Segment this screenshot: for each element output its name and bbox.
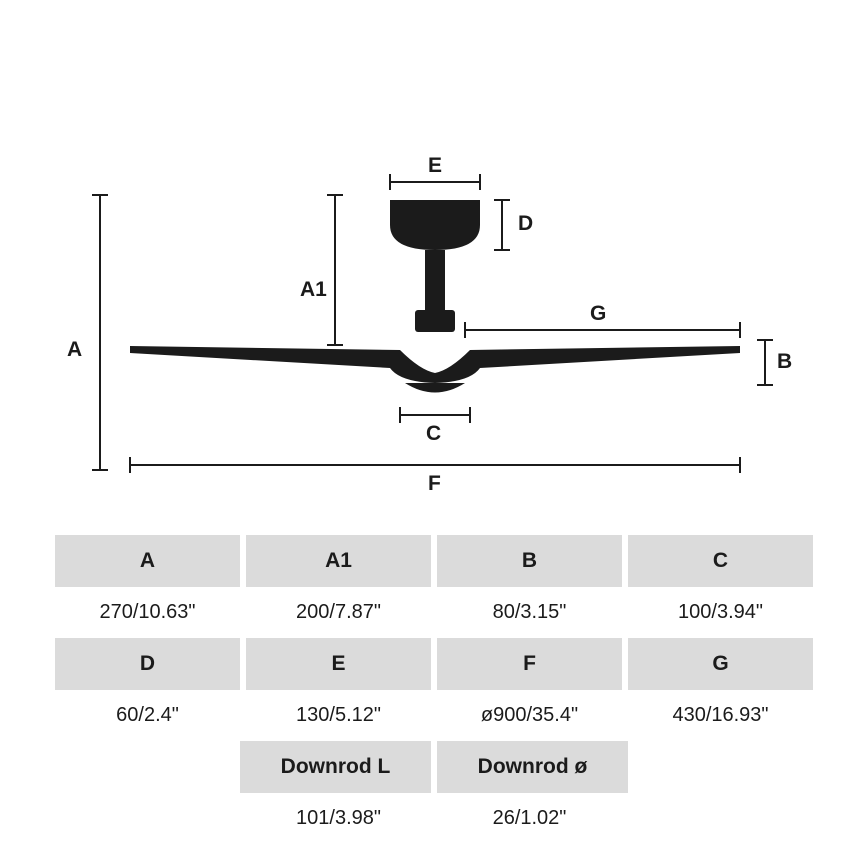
- dimensions-table: A A1 B C 270/10.63" 200/7.87" 80/3.15" 1…: [52, 535, 816, 844]
- table-header: E: [246, 638, 431, 690]
- label-g: G: [590, 302, 606, 326]
- table-header: A1: [246, 535, 431, 587]
- table-header: D: [55, 638, 240, 690]
- table-value: ø900/35.4": [434, 690, 625, 741]
- table-header: G: [628, 638, 813, 690]
- table-value: 270/10.63": [52, 587, 243, 638]
- label-d: D: [518, 212, 533, 236]
- dimension-diagram: A A1 B C D E F G: [70, 170, 800, 500]
- table-header: Downrod ø: [437, 741, 628, 793]
- table-header: Downrod L: [240, 741, 431, 793]
- table-value: 26/1.02": [434, 793, 625, 844]
- fan-svg: [70, 170, 800, 500]
- label-a1: A1: [300, 278, 327, 302]
- table-value: 80/3.15": [434, 587, 625, 638]
- label-e: E: [428, 154, 442, 178]
- table-header-row: Downrod L Downrod ø: [52, 741, 816, 793]
- table-header-row: D E F G: [52, 638, 816, 690]
- label-b: B: [777, 350, 792, 374]
- table-value: 130/5.12": [243, 690, 434, 741]
- table-value: 200/7.87": [243, 587, 434, 638]
- label-f: F: [428, 472, 441, 496]
- table-header: B: [437, 535, 622, 587]
- table-value: 60/2.4": [52, 690, 243, 741]
- table-header: A: [55, 535, 240, 587]
- table-value: 430/16.93": [625, 690, 816, 741]
- table-value-row: 270/10.63" 200/7.87" 80/3.15" 100/3.94": [52, 587, 816, 638]
- table-header: F: [437, 638, 622, 690]
- table-value: 101/3.98": [243, 793, 434, 844]
- label-c: C: [426, 422, 441, 446]
- table-header: C: [628, 535, 813, 587]
- table-value-row: 60/2.4" 130/5.12" ø900/35.4" 430/16.93": [52, 690, 816, 741]
- table-value: 100/3.94": [625, 587, 816, 638]
- label-a: A: [67, 338, 82, 362]
- table-header-row: A A1 B C: [52, 535, 816, 587]
- table-value-row: 101/3.98" 26/1.02": [52, 793, 816, 844]
